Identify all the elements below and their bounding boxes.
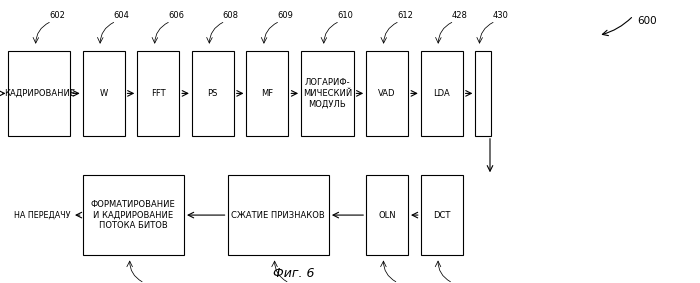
Bar: [8, 51, 70, 136]
Text: VAD: VAD: [378, 89, 396, 98]
Bar: [421, 51, 463, 136]
Text: FFT: FFT: [151, 89, 165, 98]
Text: КАДРИРОВАНИЕ: КАДРИРОВАНИЕ: [4, 89, 75, 98]
Text: 428: 428: [452, 11, 468, 20]
Text: 608: 608: [223, 11, 239, 20]
Bar: [83, 51, 125, 136]
Text: 612: 612: [397, 11, 413, 20]
Bar: [366, 175, 408, 255]
Text: 604: 604: [113, 11, 130, 20]
Text: Фиг. 6: Фиг. 6: [273, 267, 315, 280]
Bar: [366, 51, 408, 136]
Text: ФОРМАТИРОВАНИЕ
И КАДРИРОВАНИЕ
ПОТОКА БИТОВ: ФОРМАТИРОВАНИЕ И КАДРИРОВАНИЕ ПОТОКА БИТ…: [91, 200, 176, 230]
Text: PS: PS: [208, 89, 218, 98]
Bar: [137, 51, 179, 136]
Text: W: W: [99, 89, 108, 98]
Text: OLN: OLN: [378, 211, 396, 220]
Text: 430: 430: [493, 11, 509, 20]
Bar: [475, 51, 491, 136]
Bar: [83, 175, 184, 255]
Text: 600: 600: [637, 16, 657, 25]
Text: 602: 602: [49, 11, 65, 20]
Bar: [421, 175, 463, 255]
Text: НА ПЕРЕДАЧУ: НА ПЕРЕДАЧУ: [13, 211, 70, 220]
Bar: [301, 51, 354, 136]
Bar: [246, 51, 288, 136]
Text: DCT: DCT: [433, 211, 450, 220]
Bar: [228, 175, 329, 255]
Bar: [192, 51, 234, 136]
Text: MF: MF: [261, 89, 274, 98]
Text: 606: 606: [168, 11, 184, 20]
Text: ЛОГАРИФ-
МИЧЕСКИЙ
МОДУЛЬ: ЛОГАРИФ- МИЧЕСКИЙ МОДУЛЬ: [302, 78, 352, 108]
Text: LDA: LDA: [433, 89, 450, 98]
Text: 609: 609: [277, 11, 293, 20]
Text: СЖАТИЕ ПРИЗНАКОВ: СЖАТИЕ ПРИЗНАКОВ: [232, 211, 325, 220]
Text: 610: 610: [337, 11, 353, 20]
